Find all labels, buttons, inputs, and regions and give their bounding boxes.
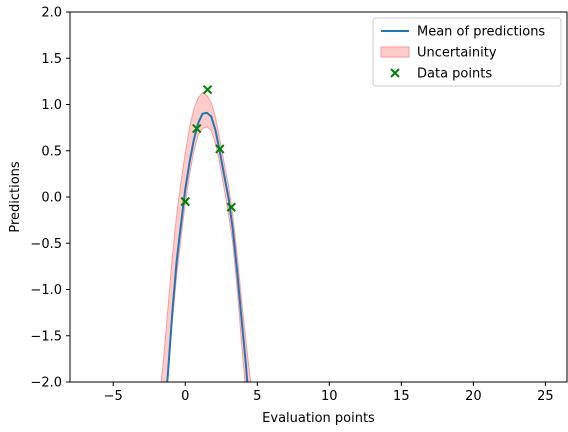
legend-marker-swatch [390,68,400,78]
legend-label: Data points [417,67,492,82]
y-tick-label: −2.0 [30,376,62,391]
x-tick-label: 20 [465,389,482,404]
uncertainty-band [160,91,252,382]
x-tick-label: 25 [537,389,554,404]
x-tick-label: 0 [181,389,189,404]
uncertainty-band-layer [160,91,252,382]
x-tick-label: −5 [104,389,123,404]
y-tick-label: 1.5 [41,52,62,67]
data-points-layer [180,84,237,212]
y-tick-label: −1.0 [30,283,62,298]
y-tick-label: 2.0 [41,6,62,21]
y-tick-label: −1.5 [30,329,62,344]
y-axis-ticks: 2.0 1.5 1.0 0.5 0.0 −0.5 −1.0 −1.5 −2.0 [30,6,70,391]
legend-box [372,17,562,87]
y-tick-label: 0.5 [41,144,62,159]
y-tick-label: 0.0 [41,191,62,206]
data-point [202,84,213,95]
legend-band-swatch [380,46,410,58]
mean-prediction-line [166,111,249,382]
legend: Mean of predictions Uncertainity Data poin… [372,17,562,87]
x-axis-ticks: −5 0 5 10 15 20 25 [104,382,554,404]
y-axis-label: Predictions [8,161,23,233]
x-tick-label: 5 [253,389,261,404]
x-axis-label: Evaluation points [262,411,375,426]
x-tick-label: 15 [393,389,410,404]
data-point [180,196,190,207]
data-point [215,144,225,154]
data-point [192,123,202,134]
legend-label: Uncertainity [417,46,497,61]
y-tick-label: 1.0 [41,98,62,113]
x-tick-label: 10 [321,389,338,404]
mean-line-layer [166,111,249,382]
data-point [226,202,237,212]
y-tick-label: −0.5 [30,237,62,252]
legend-label: Mean of predictions [417,25,545,40]
